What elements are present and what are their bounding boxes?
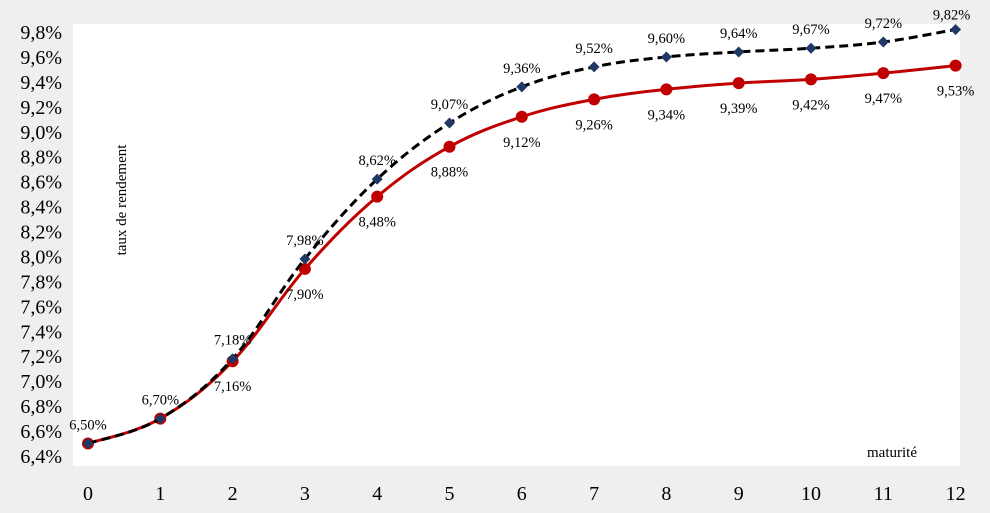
data-label-lower: 9,42% xyxy=(792,97,829,113)
y-tick-label: 9,2% xyxy=(20,97,62,119)
y-tick-label: 6,8% xyxy=(20,396,62,418)
data-label-upper: 6,50% xyxy=(69,418,106,434)
data-label-upper: 7,18% xyxy=(214,333,251,349)
data-label-upper: 8,62% xyxy=(358,153,395,169)
circle-marker xyxy=(805,73,817,86)
x-tick-label: 5 xyxy=(445,483,455,505)
circle-marker xyxy=(660,83,673,96)
diamond-marker xyxy=(227,353,239,365)
diamond-marker xyxy=(733,46,745,58)
circle-marker xyxy=(515,110,528,123)
data-label-upper: 9,52% xyxy=(575,41,612,57)
y-tick-label: 6,4% xyxy=(20,446,62,468)
x-tick-label: 0 xyxy=(83,483,93,505)
circle-marker xyxy=(443,140,456,153)
diamond-marker xyxy=(299,253,311,265)
data-label-lower: 7,16% xyxy=(214,379,251,395)
y-axis: 6,4% 6,6% 6,8% 7,0% 7,2% 7,4% 7,6% 7,8% 8,0%8,2%… xyxy=(20,22,62,468)
x-tick-label: 1 xyxy=(155,483,165,505)
y-tick-label: 8,2% xyxy=(20,222,62,244)
x-tick-label: 7 xyxy=(589,483,599,505)
y-tick-label: 7,2% xyxy=(20,346,62,368)
y-tick-label: 9,4% xyxy=(20,72,62,94)
plot-area xyxy=(73,24,960,466)
y-tick-label: 9,8% xyxy=(20,22,62,44)
diamond-marker xyxy=(805,42,817,54)
y-tick-label: 7,4% xyxy=(20,321,62,343)
diamond-marker xyxy=(82,438,94,450)
diamond-marker xyxy=(660,51,672,63)
y-tick-label: 7,0% xyxy=(20,371,62,393)
y-tick-label: 9,6% xyxy=(20,47,62,69)
data-label-upper: 9,60% xyxy=(648,31,685,47)
y-tick-label: 7,6% xyxy=(20,296,62,318)
x-tick-label: 9 xyxy=(734,483,744,505)
y-tick-label: 7,8% xyxy=(20,271,62,293)
data-label-upper: 9,82% xyxy=(933,8,970,24)
data-label-upper: 9,64% xyxy=(720,26,757,42)
x-axis: 0 1 2 3 4 5 6 7 8 9 10 11 12 xyxy=(83,483,966,505)
data-label-lower: 8,88% xyxy=(431,165,468,181)
data-label-lower: 9,53% xyxy=(937,84,974,100)
diamond-marker xyxy=(588,61,600,73)
circle-marker xyxy=(732,77,745,90)
circle-marker xyxy=(298,262,311,275)
data-label-lower: 9,39% xyxy=(720,101,757,117)
data-label-upper: 9,07% xyxy=(431,97,468,113)
x-tick-label: 12 xyxy=(946,483,966,505)
x-tick-label: 3 xyxy=(300,483,310,505)
circle-marker xyxy=(877,67,890,80)
y-tick-label: 8,6% xyxy=(20,172,62,194)
data-label-upper: 9,72% xyxy=(865,16,902,32)
series-group xyxy=(82,24,962,450)
x-tick-label: 8 xyxy=(661,483,671,505)
diamond-marker xyxy=(877,36,889,48)
diamond-marker xyxy=(444,117,455,129)
data-label-lower: 9,26% xyxy=(575,117,612,133)
circle-marker xyxy=(371,190,384,203)
data-label-lower: 8,48% xyxy=(358,215,395,231)
data-label-upper: 9,67% xyxy=(792,22,829,38)
x-tick-label: 11 xyxy=(874,483,893,505)
circle-marker xyxy=(949,59,962,72)
x-tick-label: 2 xyxy=(228,483,238,505)
y-tick-label: 6,6% xyxy=(20,421,62,443)
y-tick-label: 8,0% xyxy=(20,246,62,268)
data-label-lower: 7,90% xyxy=(286,287,323,303)
diamond-marker xyxy=(154,413,166,425)
data-label-lower: 9,34% xyxy=(648,107,685,123)
x-tick-label: 6 xyxy=(517,483,527,505)
diamond-marker xyxy=(516,81,528,93)
data-label-lower: 9,12% xyxy=(503,135,540,151)
y-tick-label: 9,0% xyxy=(20,122,62,144)
x-tick-label: 4 xyxy=(372,483,382,505)
y-axis-label: taux de rendement xyxy=(114,144,130,256)
data-label-lower: 9,47% xyxy=(865,91,902,107)
y-tick-label: 8,8% xyxy=(20,147,62,169)
data-labels: 6,50% 6,70% 7,18% 7,16% 7,98% 7,90% 8,62% 8,48%… xyxy=(69,8,974,434)
circle-marker xyxy=(588,93,601,106)
data-label-upper: 9,36% xyxy=(503,61,540,77)
diamond-marker xyxy=(950,24,962,36)
y-tick-label: 8,4% xyxy=(20,197,62,219)
x-tick-label: 10 xyxy=(801,483,821,505)
data-label-upper: 7,98% xyxy=(286,233,323,249)
x-axis-label: maturité xyxy=(867,445,917,461)
data-label-upper: 6,70% xyxy=(142,393,179,409)
diamond-marker xyxy=(371,173,383,185)
